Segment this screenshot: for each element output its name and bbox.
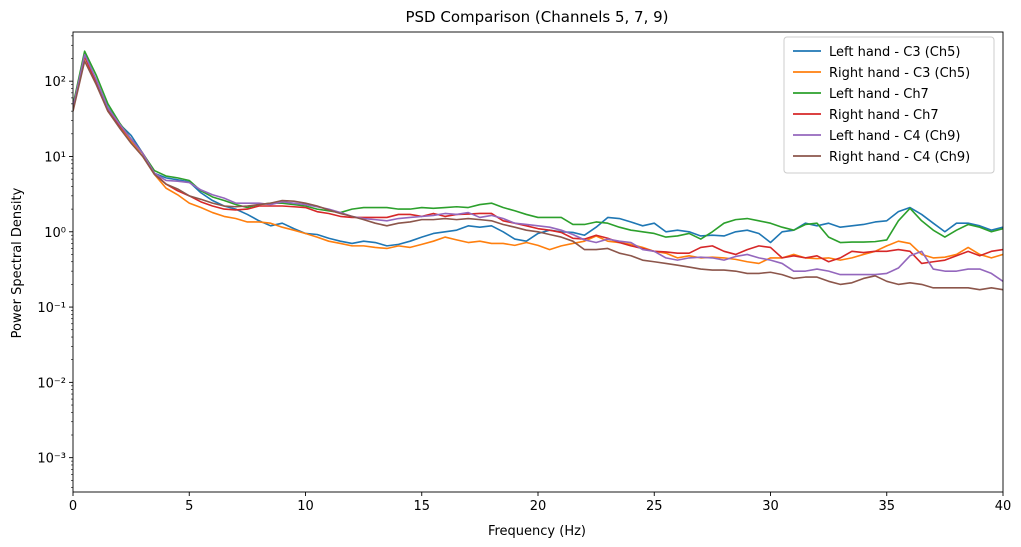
y-tick-label: 10⁻¹ xyxy=(37,301,66,316)
x-tick-label: 10 xyxy=(297,499,314,514)
plot-area xyxy=(73,50,1003,291)
axes: 0 5 10 15 20 25 30 35 40 10⁻³ 10⁻² 10⁻¹ 10⁰ 10¹ 10² xyxy=(37,31,1012,514)
series-line-4 xyxy=(73,55,1003,265)
legend: Left hand - C3 (Ch5) Right hand - C3 (Ch5… xyxy=(783,36,995,174)
legend-label: Right hand - C4 (Ch9) xyxy=(829,150,970,165)
x-tick-label: 40 xyxy=(995,499,1012,514)
y-axis-label: Power Spectral Density xyxy=(10,187,25,338)
legend-label: Left hand - C3 (Ch5) xyxy=(829,45,960,60)
series-line-3 xyxy=(73,50,1003,244)
y-tick-label: 10⁰ xyxy=(44,226,66,241)
legend-label: Right hand - C3 (Ch5) xyxy=(829,66,970,81)
y-tick-label: 10² xyxy=(44,75,66,90)
chart-title: PSD Comparison (Channels 5, 7, 9) xyxy=(405,8,668,26)
x-tick-label: 25 xyxy=(646,499,663,514)
y-tick-label: 10¹ xyxy=(44,150,66,165)
series-line-5 xyxy=(73,53,1003,282)
series-line-2 xyxy=(73,56,1003,265)
x-tick-label: 15 xyxy=(413,499,430,514)
legend-label: Right hand - Ch7 xyxy=(829,108,939,123)
legend-label: Left hand - Ch7 xyxy=(829,87,929,102)
legend-box xyxy=(783,36,995,174)
series-line-6 xyxy=(73,60,1003,291)
x-axis-label: Frequency (Hz) xyxy=(488,524,586,539)
y-tick-label: 10⁻³ xyxy=(37,452,66,467)
x-tick-label: 30 xyxy=(762,499,779,514)
x-tick-label: 20 xyxy=(530,499,547,514)
y-tick-label: 10⁻² xyxy=(37,376,66,391)
x-tick-label: 5 xyxy=(185,499,193,514)
x-tick-label: 35 xyxy=(878,499,895,514)
x-tick-label: 0 xyxy=(69,499,77,514)
legend-label: Left hand - C4 (Ch9) xyxy=(829,129,960,144)
